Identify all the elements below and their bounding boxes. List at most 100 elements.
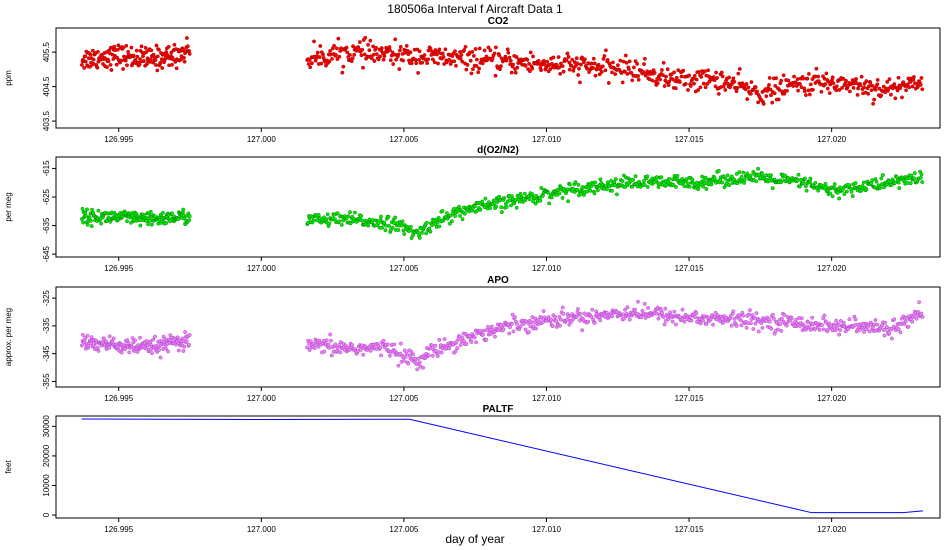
data-point	[591, 66, 595, 70]
data-point	[151, 337, 156, 342]
data-point	[457, 204, 461, 209]
plot-frame	[55, 27, 941, 129]
data-point	[428, 47, 433, 51]
data-point	[589, 314, 594, 319]
data-point	[518, 324, 523, 328]
data-point	[430, 343, 435, 348]
data-point	[142, 212, 147, 217]
data-point	[731, 76, 736, 81]
data-point	[720, 317, 724, 321]
data-point	[387, 48, 392, 52]
data-point	[160, 66, 165, 70]
data-point	[333, 53, 338, 57]
data-point	[126, 341, 131, 345]
data-point	[549, 317, 553, 322]
data-point	[642, 178, 646, 183]
data-point	[89, 224, 94, 229]
data-point	[464, 342, 469, 346]
data-point	[844, 78, 848, 83]
data-point	[528, 324, 533, 329]
data-point	[382, 220, 387, 225]
data-point	[453, 49, 457, 54]
data-point	[350, 343, 354, 347]
data-point	[381, 338, 386, 343]
data-point	[737, 313, 742, 318]
data-point	[327, 221, 332, 226]
data-point	[307, 58, 312, 62]
x-axis-title: day of year	[445, 532, 504, 546]
data-point	[776, 327, 780, 332]
data-point	[166, 349, 170, 354]
data-point	[335, 211, 340, 216]
data-point	[447, 221, 452, 226]
data-point	[523, 64, 528, 68]
data-point	[545, 59, 550, 64]
data-point	[874, 179, 879, 184]
data-point	[867, 84, 871, 89]
data-point	[664, 74, 668, 79]
data-point	[739, 174, 744, 179]
data-point	[633, 307, 637, 312]
data-point	[80, 206, 85, 211]
data-point	[770, 186, 775, 191]
data-point	[760, 325, 765, 330]
data-point	[870, 178, 875, 183]
data-point	[344, 45, 349, 50]
data-point	[141, 59, 146, 63]
data-point	[492, 51, 497, 56]
data-point	[564, 58, 569, 63]
data-point	[742, 180, 747, 185]
figure-title: 180506a Interval f Aircraft Data 1	[387, 2, 563, 16]
data-point	[620, 80, 625, 85]
data-point	[452, 59, 457, 64]
data-point	[352, 210, 357, 215]
data-point	[737, 170, 742, 175]
data-point	[129, 45, 134, 50]
data-point	[174, 66, 179, 71]
data-point	[437, 337, 442, 342]
x-tick-label: 126.995	[104, 394, 133, 403]
data-point	[376, 221, 381, 225]
data-point	[808, 176, 813, 181]
data-point	[471, 54, 476, 58]
data-point	[182, 55, 186, 60]
data-point	[666, 83, 671, 88]
data-point	[560, 64, 565, 69]
data-point	[506, 50, 511, 55]
data-point	[366, 42, 370, 47]
data-point	[749, 321, 753, 326]
data-point	[755, 89, 759, 94]
data-point	[397, 48, 402, 53]
y-axis-label: feet	[4, 460, 13, 474]
data-point	[720, 74, 725, 79]
data-point	[80, 63, 84, 67]
data-point	[875, 82, 880, 87]
data-point	[172, 42, 177, 47]
data-point	[625, 72, 630, 76]
data-point	[497, 53, 502, 58]
data-point	[89, 218, 93, 223]
data-point	[540, 320, 545, 324]
data-point	[747, 312, 751, 317]
data-point	[838, 185, 842, 190]
data-point	[696, 187, 701, 192]
data-point	[850, 194, 855, 199]
data-point	[795, 178, 800, 182]
data-point	[569, 319, 574, 324]
data-point	[433, 343, 438, 348]
data-point	[514, 205, 519, 210]
data-point	[99, 221, 104, 226]
data-point	[912, 176, 917, 181]
data-point	[474, 64, 479, 68]
data-point	[401, 358, 406, 363]
data-point	[462, 211, 467, 216]
data-point	[872, 97, 876, 102]
data-point	[95, 345, 100, 350]
data-point	[153, 58, 158, 62]
data-point	[135, 54, 140, 59]
plot-frame	[55, 415, 941, 519]
data-point	[753, 321, 758, 326]
data-point	[907, 85, 912, 90]
data-point	[437, 224, 442, 229]
data-point	[592, 61, 597, 66]
